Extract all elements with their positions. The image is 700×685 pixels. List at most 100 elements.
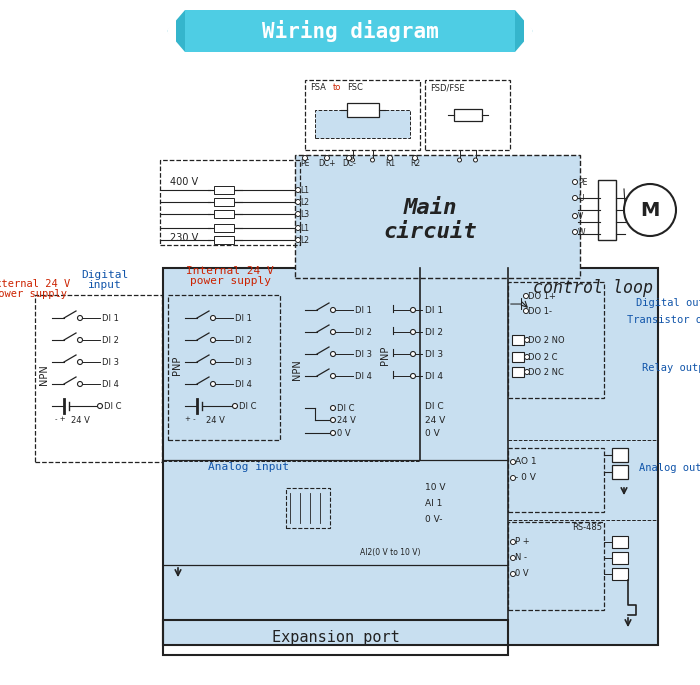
Text: NPN: NPN — [39, 364, 49, 386]
FancyBboxPatch shape — [454, 109, 482, 121]
Text: L2: L2 — [300, 236, 309, 245]
Circle shape — [524, 293, 528, 299]
Text: P +: P + — [515, 538, 530, 547]
Circle shape — [232, 403, 237, 408]
Text: DI 4: DI 4 — [102, 379, 119, 388]
Text: 0 V: 0 V — [425, 429, 440, 438]
Text: DC+: DC+ — [318, 158, 336, 168]
Circle shape — [78, 338, 83, 342]
Text: control loop: control loop — [533, 279, 653, 297]
Text: DI 4: DI 4 — [235, 379, 252, 388]
Text: N -: N - — [515, 553, 527, 562]
Text: DI 3: DI 3 — [425, 349, 443, 358]
Text: External 24 V: External 24 V — [0, 279, 71, 289]
Circle shape — [295, 188, 300, 192]
Circle shape — [211, 360, 216, 364]
Polygon shape — [167, 10, 185, 52]
Circle shape — [412, 155, 417, 160]
FancyBboxPatch shape — [512, 367, 524, 377]
Text: L1: L1 — [300, 186, 309, 195]
Circle shape — [330, 351, 335, 356]
Text: DI C: DI C — [104, 401, 122, 410]
Text: power supply: power supply — [190, 276, 270, 286]
Text: W: W — [578, 227, 585, 236]
Text: R1: R1 — [385, 158, 395, 168]
Circle shape — [295, 212, 300, 216]
Text: M: M — [640, 201, 659, 219]
Text: DI 1: DI 1 — [425, 306, 443, 314]
Text: Main
circuit: Main circuit — [383, 199, 477, 242]
FancyBboxPatch shape — [612, 465, 628, 479]
FancyBboxPatch shape — [612, 552, 628, 564]
Text: Relay output: Relay output — [643, 363, 700, 373]
Circle shape — [346, 155, 351, 160]
Text: R2: R2 — [410, 158, 420, 168]
Text: FSD/FSE: FSD/FSE — [430, 83, 465, 92]
Circle shape — [458, 158, 461, 162]
Text: NPN: NPN — [292, 360, 302, 380]
Text: - +: - + — [55, 416, 65, 422]
FancyBboxPatch shape — [214, 224, 234, 232]
FancyBboxPatch shape — [598, 180, 616, 240]
Text: Transistor output: Transistor output — [627, 315, 700, 325]
Text: DO 1+: DO 1+ — [528, 292, 556, 301]
Text: 230 V: 230 V — [170, 233, 198, 243]
Circle shape — [211, 338, 216, 342]
Text: PNP: PNP — [172, 356, 182, 375]
Circle shape — [302, 155, 307, 160]
Text: input: input — [88, 280, 122, 290]
Text: - 0 V: - 0 V — [515, 473, 536, 482]
Circle shape — [473, 158, 477, 162]
Circle shape — [330, 329, 335, 334]
Circle shape — [573, 229, 577, 234]
Circle shape — [351, 158, 354, 162]
Text: 24 V: 24 V — [425, 416, 445, 425]
Circle shape — [573, 214, 577, 219]
Text: Digital output: Digital output — [636, 298, 700, 308]
Text: AI2(0 V to 10 V): AI2(0 V to 10 V) — [360, 549, 420, 558]
Circle shape — [330, 308, 335, 312]
Text: FSC: FSC — [347, 83, 363, 92]
Circle shape — [211, 316, 216, 321]
FancyBboxPatch shape — [346, 103, 379, 117]
Text: 24 V: 24 V — [71, 416, 90, 425]
Text: DI 1: DI 1 — [235, 314, 252, 323]
Circle shape — [510, 571, 515, 577]
Text: DI 3: DI 3 — [235, 358, 252, 366]
Text: DI 2: DI 2 — [355, 327, 372, 336]
Circle shape — [410, 308, 416, 312]
Circle shape — [410, 351, 416, 356]
Text: power supply: power supply — [0, 289, 67, 299]
Polygon shape — [515, 10, 533, 52]
FancyBboxPatch shape — [612, 536, 628, 548]
Text: 0 V: 0 V — [515, 569, 528, 579]
Text: DI 3: DI 3 — [102, 358, 119, 366]
Text: DI 3: DI 3 — [355, 349, 372, 358]
FancyBboxPatch shape — [512, 352, 524, 362]
Text: AI 1: AI 1 — [425, 499, 442, 508]
Text: 10 V: 10 V — [425, 484, 445, 493]
Circle shape — [78, 382, 83, 386]
Text: DO 2 C: DO 2 C — [528, 353, 557, 362]
Text: DI 2: DI 2 — [235, 336, 252, 345]
Circle shape — [211, 382, 216, 386]
Polygon shape — [524, 14, 533, 48]
Text: + -: + - — [185, 416, 195, 422]
Circle shape — [510, 556, 515, 560]
Text: DC-: DC- — [342, 158, 356, 168]
Text: 0 V-: 0 V- — [425, 516, 442, 525]
FancyBboxPatch shape — [185, 10, 515, 52]
Circle shape — [330, 406, 335, 410]
FancyBboxPatch shape — [612, 568, 628, 580]
Text: U: U — [578, 193, 584, 203]
Text: DI 1: DI 1 — [102, 314, 119, 323]
Circle shape — [573, 195, 577, 201]
Text: Wiring diagram: Wiring diagram — [262, 20, 438, 42]
Circle shape — [524, 308, 528, 314]
Circle shape — [410, 373, 416, 379]
Text: L2: L2 — [300, 197, 309, 206]
Text: AO 1: AO 1 — [515, 458, 537, 466]
Text: DI C: DI C — [239, 401, 256, 410]
FancyBboxPatch shape — [315, 110, 410, 138]
Circle shape — [295, 199, 300, 205]
